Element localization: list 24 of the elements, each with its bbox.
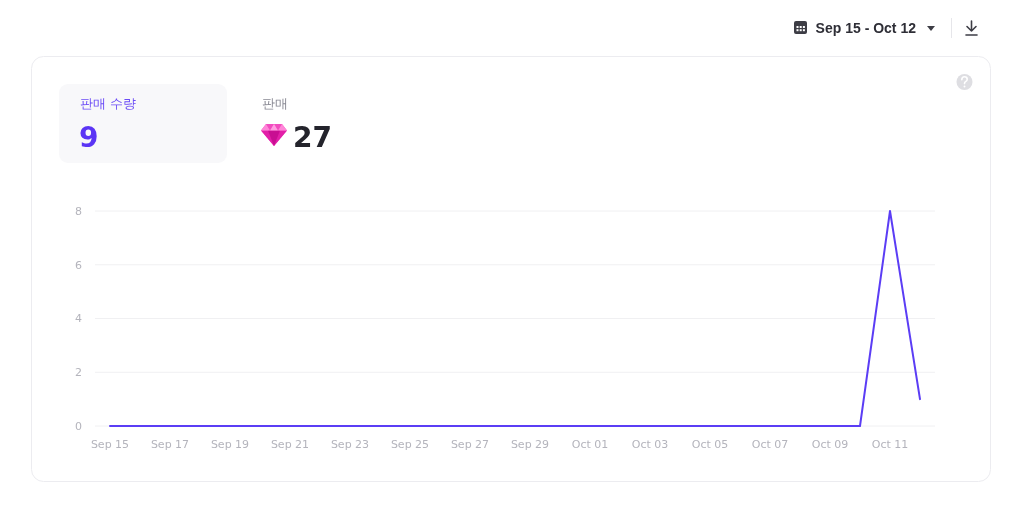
x-tick-label: Sep 19 [210, 438, 250, 451]
text: 9 [79, 121, 99, 154]
text: Sep 15 - Oct 12 [815, 20, 917, 36]
x-tick-label: Oct 01 [571, 438, 609, 451]
x-tick-label: Sep 25 [390, 438, 430, 451]
x-tick-label: Sep 27 [450, 438, 490, 451]
text: 판매 [262, 96, 288, 111]
x-tick-label: Sep 15 [90, 438, 130, 451]
text: 27 [293, 121, 332, 154]
y-tick-label: 8 [75, 204, 82, 218]
x-tick-label: Sep 21 [270, 438, 310, 451]
x-tick-label: Oct 07 [751, 438, 789, 451]
x-tick-label: Oct 09 [811, 438, 849, 451]
x-tick-label: Oct 03 [631, 438, 669, 451]
y-tick-label: 4 [75, 312, 82, 326]
x-tick-label: Oct 05 [691, 438, 729, 451]
y-tick-label: 2 [75, 366, 82, 380]
y-tick-label: 0 [75, 419, 82, 433]
text: 판매 수량 [80, 96, 137, 111]
x-tick-label: Sep 17 [150, 438, 190, 451]
y-tick-label: 6 [75, 258, 82, 272]
x-tick-label: Sep 23 [330, 438, 370, 451]
x-tick-label: Sep 29 [510, 438, 550, 451]
x-tick-label: Oct 11 [871, 438, 909, 451]
